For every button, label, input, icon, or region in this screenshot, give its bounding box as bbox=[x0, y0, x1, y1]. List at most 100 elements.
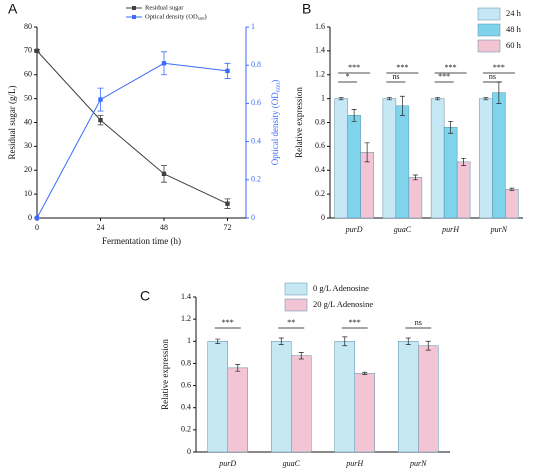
y-tick-label: 1.2 bbox=[315, 70, 325, 79]
y-tick-label: 50 bbox=[24, 93, 32, 102]
significance-label: *** bbox=[222, 318, 234, 327]
y-axis-label: Relative expression bbox=[294, 87, 304, 158]
x-tick-label: purN bbox=[409, 459, 427, 468]
y2-axis-label: Optical density (OD₆₀₀) bbox=[270, 80, 280, 165]
panel-letter: C bbox=[140, 288, 150, 304]
x-tick-label: purH bbox=[441, 225, 460, 234]
bar bbox=[398, 341, 419, 453]
x-tick-label: 24 bbox=[96, 223, 104, 232]
y-tick-label: 0.8 bbox=[251, 60, 261, 69]
bar bbox=[334, 341, 355, 453]
significance-label: *** bbox=[348, 63, 360, 72]
y-tick-label: 1.4 bbox=[181, 292, 191, 301]
bar bbox=[271, 341, 292, 453]
bar bbox=[418, 345, 439, 453]
y-tick-label: 0.4 bbox=[251, 136, 261, 145]
y-tick-label: 70 bbox=[24, 46, 32, 55]
y-tick-label: 0 bbox=[321, 213, 325, 222]
legend-label: 48 h bbox=[506, 24, 522, 34]
bar bbox=[395, 105, 410, 219]
data-point bbox=[98, 97, 103, 102]
y-tick-label: 10 bbox=[24, 189, 32, 198]
bar bbox=[456, 161, 471, 219]
error-bar bbox=[483, 97, 489, 101]
error-bar bbox=[435, 97, 441, 101]
series-line bbox=[36, 62, 228, 219]
y-tick-label: 0.2 bbox=[315, 189, 325, 198]
data-point bbox=[34, 215, 40, 221]
data-point bbox=[98, 117, 103, 123]
x-tick-label: 0 bbox=[35, 223, 39, 232]
y-tick-label: 1.6 bbox=[315, 22, 325, 31]
error-bar bbox=[351, 109, 357, 122]
x-tick-label: guaC bbox=[394, 225, 412, 234]
y-tick-label: 80 bbox=[24, 22, 32, 31]
y-tick-label: 1 bbox=[321, 93, 325, 102]
error-bar bbox=[215, 338, 221, 344]
y-tick-label: 1.2 bbox=[181, 314, 191, 323]
legend-swatch bbox=[477, 7, 501, 21]
significance-label: *** bbox=[349, 318, 361, 327]
error-bar bbox=[362, 371, 368, 375]
y-tick-label: 1 bbox=[251, 22, 255, 31]
significance-label: ns bbox=[489, 72, 496, 81]
y-tick-label: 0 bbox=[187, 447, 191, 456]
bar bbox=[492, 92, 506, 219]
bar bbox=[227, 367, 248, 453]
y-tick-label: 0.2 bbox=[181, 425, 191, 434]
error-bar bbox=[278, 337, 284, 345]
error-bar bbox=[399, 95, 405, 116]
legend-marker bbox=[132, 6, 136, 10]
significance-label: ** bbox=[287, 318, 295, 327]
y-tick-label: 60 bbox=[24, 70, 32, 79]
panel-letter: B bbox=[302, 1, 311, 17]
y-tick-label: 0.8 bbox=[315, 117, 325, 126]
series-line bbox=[36, 50, 228, 205]
y-tick-label: 1.4 bbox=[315, 46, 325, 55]
x-tick-label: purH bbox=[345, 459, 364, 468]
significance-label: * bbox=[346, 72, 350, 81]
error-bar bbox=[235, 364, 241, 372]
bar bbox=[382, 98, 397, 219]
x-tick-label: guaC bbox=[283, 459, 301, 468]
data-point bbox=[225, 201, 230, 206]
legend-label: 24 h bbox=[506, 8, 522, 18]
significance-label: *** bbox=[493, 63, 505, 72]
y-tick-label: 0.4 bbox=[181, 403, 191, 412]
significance-label: *** bbox=[438, 72, 450, 81]
significance-label: ns bbox=[392, 72, 399, 81]
x-tick-label: purD bbox=[345, 225, 363, 234]
error-bar bbox=[298, 352, 304, 360]
x-tick-label: purN bbox=[490, 225, 508, 234]
legend-label: 60 h bbox=[506, 40, 522, 50]
error-bar bbox=[342, 336, 348, 347]
y-axis-label: Relative expression bbox=[160, 339, 170, 410]
bar bbox=[505, 189, 519, 219]
error-bar bbox=[364, 142, 370, 163]
y-tick-label: 0.6 bbox=[181, 380, 191, 389]
bar bbox=[430, 98, 445, 219]
x-tick-label: purD bbox=[218, 459, 236, 468]
y-tick-label: 0.6 bbox=[315, 141, 325, 150]
bar bbox=[408, 177, 423, 219]
x-tick-label: 48 bbox=[160, 223, 168, 232]
significance-label: *** bbox=[445, 63, 457, 72]
error-bar bbox=[386, 97, 392, 101]
data-point bbox=[161, 171, 167, 177]
legend-label: Optical density (OD₆₀₀) bbox=[145, 13, 207, 20]
y-axis-label: Residual sugar (g/L) bbox=[7, 86, 17, 160]
x-axis-label: Fermentation time (h) bbox=[102, 236, 181, 246]
error-bar bbox=[405, 337, 411, 345]
error-bar bbox=[425, 340, 431, 351]
y-tick-label: 0.6 bbox=[251, 98, 261, 107]
y-tick-label: 30 bbox=[24, 141, 32, 150]
y-tick-label: 0.8 bbox=[181, 358, 191, 367]
significance-label: ns bbox=[415, 318, 422, 327]
legend-label: 0 g/L Adenosine bbox=[313, 283, 369, 293]
error-bar bbox=[509, 187, 515, 191]
y-tick-label: 20 bbox=[24, 165, 32, 174]
legend-label: 20 g/L Adenosine bbox=[313, 299, 373, 309]
y-tick-label: 0 bbox=[251, 213, 255, 222]
legend-swatch bbox=[284, 298, 308, 312]
significance-label: *** bbox=[396, 63, 408, 72]
